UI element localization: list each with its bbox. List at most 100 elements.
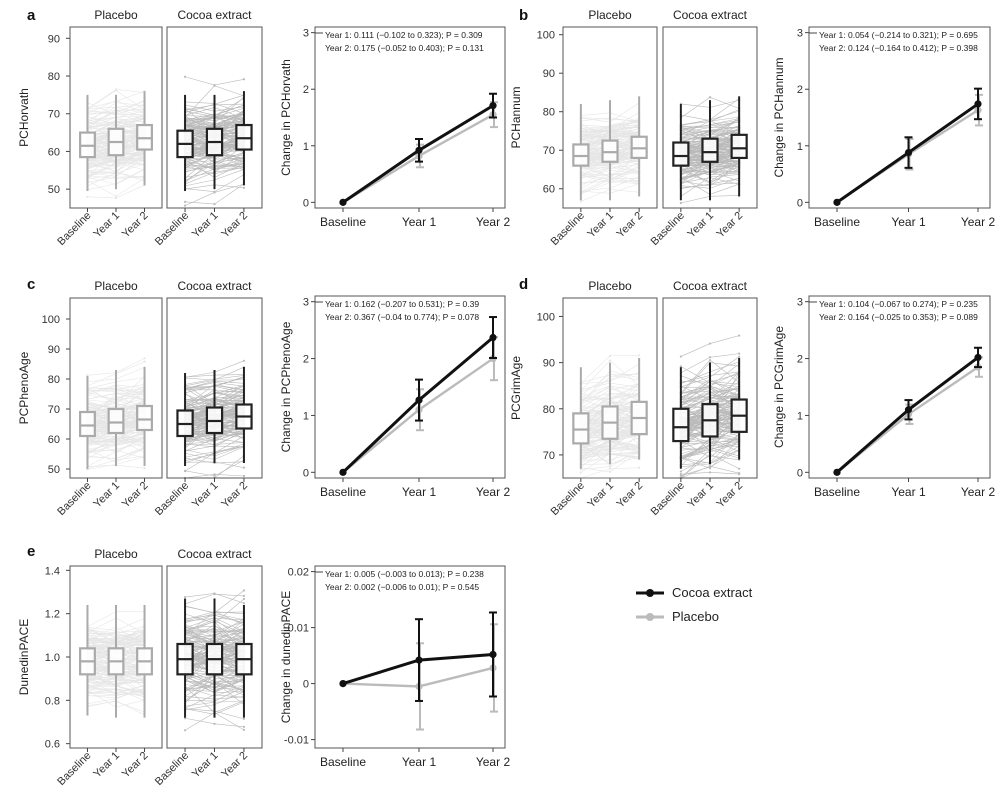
trajectory-point: [242, 474, 246, 478]
x-tick-label-right: Year 1: [891, 485, 926, 499]
trajectory-line: [185, 174, 245, 193]
y-tick-label-right: 1: [303, 410, 309, 422]
y-tick-label-left: 70: [48, 109, 60, 121]
boxplot-placebo-0: Baseline: [55, 94, 96, 248]
data-point: [339, 468, 347, 476]
data-point: [415, 146, 423, 154]
boxplot-placebo-0: Baseline: [549, 367, 590, 518]
x-tick-label: Baseline: [153, 480, 191, 518]
stat-annotation-line: Year 1: 0.104 (−0.067 to 0.274); P = 0.2…: [819, 299, 978, 309]
trajectory-point: [679, 355, 682, 358]
x-tick-label: Year 1: [190, 480, 221, 511]
trajectory-point: [638, 466, 641, 469]
boxplot-placebo-2: Year 2: [615, 358, 648, 510]
trajectory-point: [608, 465, 612, 468]
y-tick-label-left: 100: [537, 311, 555, 323]
y-tick-label-left: 60: [48, 146, 60, 158]
box: [136, 404, 153, 432]
stat-annotation-line: Year 2: 0.124 (−0.164 to 0.412); P = 0.3…: [819, 43, 978, 53]
data-point: [489, 102, 497, 110]
group-title-cocoa: Cocoa extract: [177, 8, 252, 22]
trajectory-point: [708, 356, 712, 359]
x-tick-label: Year 2: [120, 210, 151, 241]
y-tick-label-right: 3: [797, 297, 803, 309]
series-cocoa: [833, 87, 982, 206]
box: [79, 410, 96, 438]
stat-annotation-line: Year 1: 0.111 (−0.102 to 0.323); P = 0.3…: [325, 30, 483, 40]
panel-c: c5060708090100PCPhenoAgePlaceboBaselineY…: [17, 276, 510, 518]
y-tick-label-left: 70: [543, 145, 555, 157]
panel-a: a5060708090PCHorvathPlaceboBaselineYear …: [17, 7, 510, 248]
trajectory-point: [114, 196, 118, 200]
y-tick-label-left: 70: [543, 450, 555, 462]
trajectory-point: [579, 200, 582, 203]
trajectory-line: [87, 89, 145, 110]
trajectory-line: [680, 335, 740, 357]
y-tick-label-right: 3: [303, 28, 309, 40]
trajectory-point: [213, 202, 216, 206]
y-tick-label-right: 1: [303, 141, 309, 153]
x-tick-label: Year 2: [219, 480, 250, 511]
x-tick-label: Year 2: [219, 210, 250, 241]
y-tick-label-right: 1: [797, 410, 803, 422]
y-axis-label-left: PCGrimAge: [509, 356, 523, 420]
x-tick-label: Baseline: [55, 210, 93, 248]
trajectory-point: [114, 89, 118, 92]
box: [572, 412, 590, 445]
x-tick-label: Baseline: [153, 210, 191, 248]
y-tick-label-right: 3: [797, 28, 803, 40]
y-tick-label-left: 80: [543, 404, 555, 416]
change-chart-frame: [314, 26, 506, 209]
group-title-placebo: Placebo: [588, 8, 632, 22]
group-title-placebo: Placebo: [94, 547, 138, 561]
y-tick-label-right: 0: [303, 467, 309, 479]
trajectory-point: [213, 191, 216, 194]
data-point: [833, 198, 841, 206]
trajectory-point: [638, 354, 641, 357]
series-cocoa: [339, 316, 497, 476]
x-tick-label: Year 1: [685, 210, 716, 241]
trajectory-point: [242, 186, 246, 189]
y-axis-label-right: Change in PCPhenoAge: [279, 321, 293, 452]
trajectory-point: [679, 201, 682, 205]
y-axis-label-left: PCHorvath: [17, 88, 31, 147]
x-tick-label: Baseline: [549, 480, 587, 518]
x-tick-label: Baseline: [649, 210, 687, 248]
x-tick-label: Year 1: [190, 210, 221, 241]
panel-label-d: d: [519, 276, 528, 293]
box: [672, 407, 690, 443]
y-tick-label-left: 80: [48, 374, 60, 386]
y-tick-label-left: 80: [48, 71, 60, 83]
panel-label-c: c: [27, 276, 35, 293]
trajectory-point: [183, 75, 187, 78]
panel-e: e0.60.81.01.21.4DunedinPACEPlaceboBaseli…: [17, 543, 510, 788]
x-tick-label: Baseline: [649, 480, 687, 518]
trajectory-line: [87, 184, 145, 199]
y-tick-label-left: 1.2: [45, 609, 60, 621]
trajectory-point: [679, 470, 682, 473]
x-tick-label-right: Year 2: [476, 215, 511, 229]
x-tick-label: Year 1: [91, 210, 122, 241]
trajectory-point: [143, 467, 146, 470]
y-tick-label-right: 2: [303, 84, 309, 96]
panel-label-b: b: [519, 7, 528, 24]
box: [107, 407, 125, 435]
data-point: [974, 353, 982, 362]
y-axis-label-right: Change in PCHorvath: [279, 59, 293, 176]
trajectory-point: [608, 470, 612, 474]
data-point: [489, 333, 497, 342]
data-point: [339, 198, 347, 206]
trajectory-point: [608, 467, 612, 470]
x-tick-label: Year 2: [615, 210, 646, 241]
trajectory-point: [738, 467, 741, 470]
trajectory-point: [86, 195, 89, 198]
data-point: [904, 406, 913, 414]
y-tick-label-left: 90: [48, 33, 60, 45]
y-tick-label-left: 1.4: [45, 565, 60, 577]
series-cocoa: [339, 92, 497, 206]
